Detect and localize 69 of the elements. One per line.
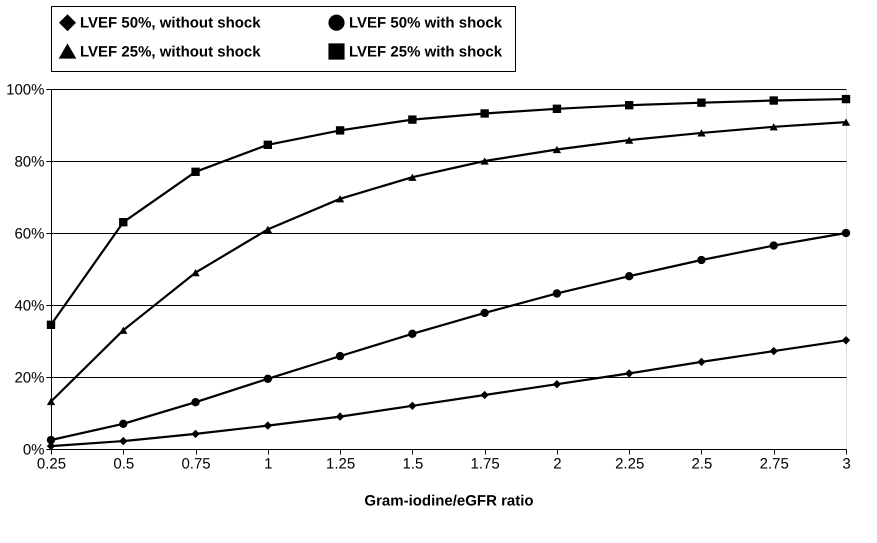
point <box>191 168 200 176</box>
point <box>119 218 128 226</box>
y-tick-label: 100% <box>6 82 44 98</box>
legend-label: LVEF 25% with shock <box>349 44 503 60</box>
point <box>552 146 562 154</box>
y-tick-label: 0% <box>22 442 44 458</box>
point <box>264 421 272 430</box>
point <box>625 369 634 378</box>
point <box>625 272 634 280</box>
point <box>336 126 344 135</box>
point <box>264 140 272 149</box>
y-tick-label: 40% <box>14 298 44 314</box>
point <box>697 358 706 366</box>
y-tick-label: 60% <box>14 226 44 242</box>
point <box>264 374 272 383</box>
point <box>264 226 272 234</box>
legend-label: LVEF 25%, without shock <box>80 44 262 60</box>
point <box>625 101 634 110</box>
point <box>552 289 562 298</box>
point <box>336 195 344 202</box>
x-tick-label: 1.75 <box>470 456 500 472</box>
point <box>552 104 562 113</box>
point <box>770 96 778 105</box>
x-axis-title: Gram-iodine/eGFR ratio <box>364 492 534 510</box>
point <box>336 352 344 360</box>
y-tick-label: 20% <box>14 370 44 386</box>
x-tick-label: 0.25 <box>36 456 66 472</box>
point <box>552 380 562 388</box>
point <box>842 118 850 126</box>
x-tick-label: 2 <box>553 456 562 472</box>
point <box>842 94 850 104</box>
point <box>408 174 417 181</box>
point <box>119 436 128 446</box>
point <box>191 430 200 438</box>
x-tick-label: 0.75 <box>181 456 211 472</box>
point <box>697 129 706 137</box>
point <box>770 123 778 130</box>
point <box>697 256 706 264</box>
point <box>408 402 417 410</box>
point <box>625 136 634 144</box>
point <box>46 398 56 406</box>
legend-label: LVEF 50% with shock <box>349 14 503 32</box>
point <box>842 228 850 238</box>
point <box>697 98 706 107</box>
legend-label: LVEF 50%, without shock <box>80 14 262 32</box>
point <box>480 157 489 165</box>
x-tick-label: 2.75 <box>760 456 789 472</box>
point <box>191 398 200 406</box>
point <box>119 326 128 334</box>
point <box>119 420 128 428</box>
x-tick-label: 0.5 <box>113 456 134 472</box>
point <box>480 390 489 400</box>
y-tick-label: 80% <box>14 154 44 170</box>
x-tick-label: 1.25 <box>326 456 356 472</box>
x-tick-label: 3 <box>842 456 851 472</box>
point <box>408 330 417 338</box>
x-tick-label: 2.25 <box>615 456 644 472</box>
point <box>336 412 344 421</box>
point <box>480 308 489 318</box>
point <box>480 109 489 118</box>
x-tick-label: 2.5 <box>692 456 712 472</box>
point <box>408 115 417 124</box>
x-tick-label: 1 <box>264 456 272 472</box>
point <box>46 320 56 329</box>
point <box>842 336 850 344</box>
x-tick-label: 1.5 <box>402 456 424 472</box>
point <box>770 241 778 250</box>
point <box>770 346 778 356</box>
point <box>46 436 56 444</box>
